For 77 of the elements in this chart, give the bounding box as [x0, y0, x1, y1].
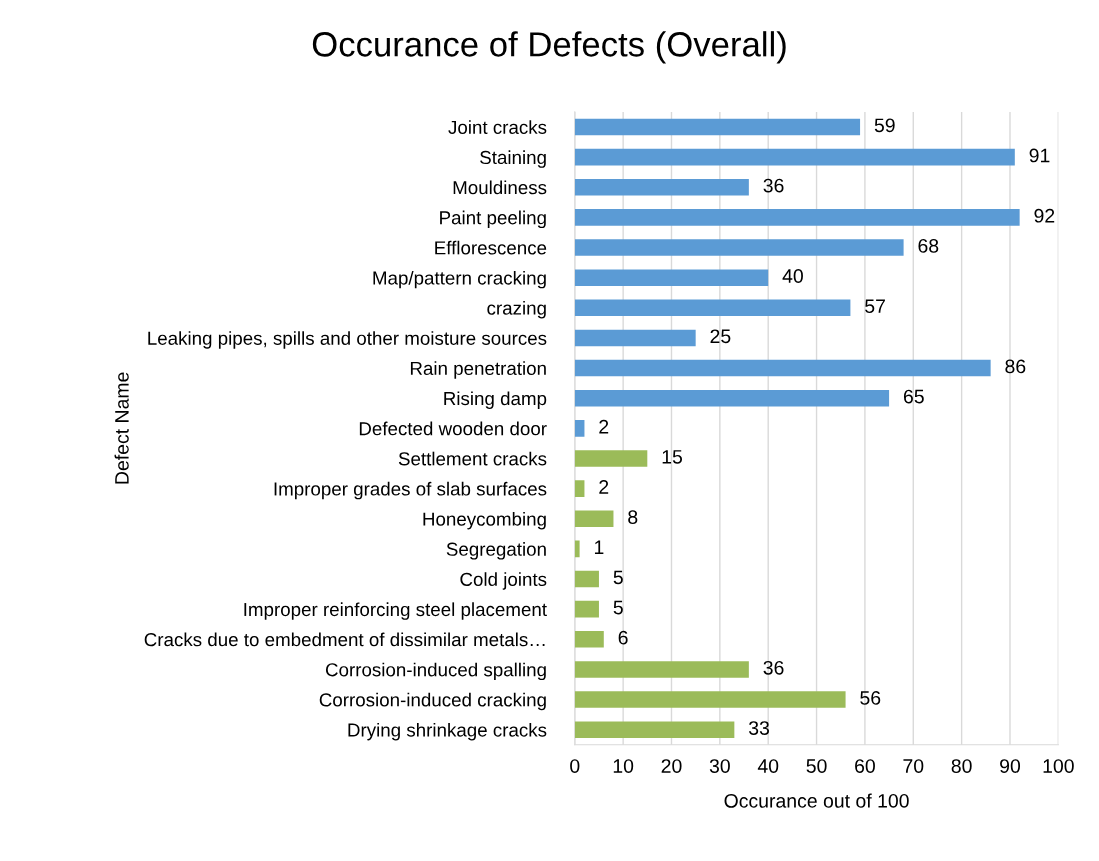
bar	[574, 178, 749, 196]
y-tick-label: Mouldiness	[453, 180, 547, 195]
data-label: 36	[763, 660, 784, 675]
x-tick-label: 50	[806, 759, 827, 773]
data-label: 86	[1005, 359, 1026, 374]
data-label: 68	[918, 238, 939, 253]
y-tick-label: Corrosion-induced cracking	[319, 692, 546, 711]
y-tick-label: Leaking pipes, spills and other moisture sources	[148, 331, 547, 349]
bar	[574, 148, 1015, 166]
data-label: 56	[860, 691, 881, 705]
y-tick-label: Cold joints	[460, 572, 547, 590]
data-label: 92	[1034, 208, 1055, 223]
data-label: 25	[710, 329, 731, 344]
data-label: 36	[763, 178, 784, 193]
data-label: 2	[599, 419, 609, 434]
y-tick-label: Settlement cracks	[398, 451, 547, 466]
x-tick-label: 30	[709, 759, 730, 773]
y-tick-label: Defected wooden door	[359, 421, 547, 436]
bar	[574, 389, 890, 407]
x-axis-title: Occurance out of 100	[724, 793, 909, 808]
y-axis-title: Defect Name	[114, 372, 129, 484]
data-label: 5	[613, 600, 623, 615]
bar	[574, 299, 851, 317]
data-label: 8	[628, 510, 638, 524]
bar	[574, 540, 580, 558]
data-label: 6	[618, 630, 628, 645]
y-tick-label: Corrosion-induced spalling	[325, 662, 546, 681]
y-tick-label: Joint cracks	[448, 120, 547, 134]
bar	[574, 631, 604, 648]
bar	[574, 269, 769, 286]
data-label: 1	[594, 540, 604, 554]
bar	[574, 359, 991, 377]
x-tick-label: 100	[1043, 759, 1074, 773]
bar	[574, 600, 599, 618]
bar	[574, 420, 585, 437]
y-tick-label: Map/pattern cracking	[373, 270, 546, 289]
x-tick-label: 60	[855, 759, 875, 773]
x-tick-label: 80	[951, 759, 972, 773]
x-tick-label: 90	[1000, 759, 1021, 773]
y-tick-label: crazing	[487, 301, 546, 319]
bar	[574, 118, 861, 136]
data-label: 59	[874, 118, 895, 133]
bar	[574, 661, 749, 678]
bar	[574, 209, 1020, 226]
y-tick-label: Improper grades of slab surfaces	[274, 481, 547, 500]
data-label: 2	[599, 480, 609, 494]
data-label: 91	[1029, 148, 1050, 163]
bar	[574, 450, 648, 467]
y-tick-label: Rising damp	[444, 391, 547, 409]
bar	[574, 510, 614, 528]
y-tick-label: Staining	[480, 150, 546, 168]
data-label: 5	[613, 570, 623, 585]
y-tick-label: Improper reinforcing steel placement	[244, 602, 547, 620]
y-tick-label: Efflorescence	[435, 240, 547, 255]
bar	[574, 239, 904, 256]
y-tick-label: Cracks due to embedment of dissimilar metals…	[144, 632, 545, 647]
chart-title: Occurance of Defects (Overall)	[312, 31, 786, 64]
y-tick-label: Rain penetration	[410, 361, 546, 379]
x-tick-label: 40	[757, 759, 779, 773]
x-tick-label: 10	[613, 759, 634, 773]
bar	[574, 329, 696, 347]
x-tick-label: 0	[570, 759, 580, 773]
data-label: 33	[748, 721, 770, 735]
bar	[574, 570, 599, 588]
y-tick-label: Honeycombing	[423, 511, 546, 530]
y-tick-label: Paint peeling	[440, 210, 546, 229]
bar	[574, 691, 846, 708]
data-label: 15	[662, 450, 683, 464]
bar	[574, 480, 585, 497]
x-tick-label: 20	[661, 759, 682, 773]
y-tick-label: Segregation	[446, 542, 546, 560]
data-label: 65	[903, 389, 924, 404]
bar	[574, 721, 735, 738]
data-label: 57	[865, 299, 885, 314]
data-label: 40	[782, 269, 803, 283]
y-tick-label: Drying shrinkage cracks	[348, 722, 547, 741]
x-tick-label: 70	[903, 759, 924, 773]
